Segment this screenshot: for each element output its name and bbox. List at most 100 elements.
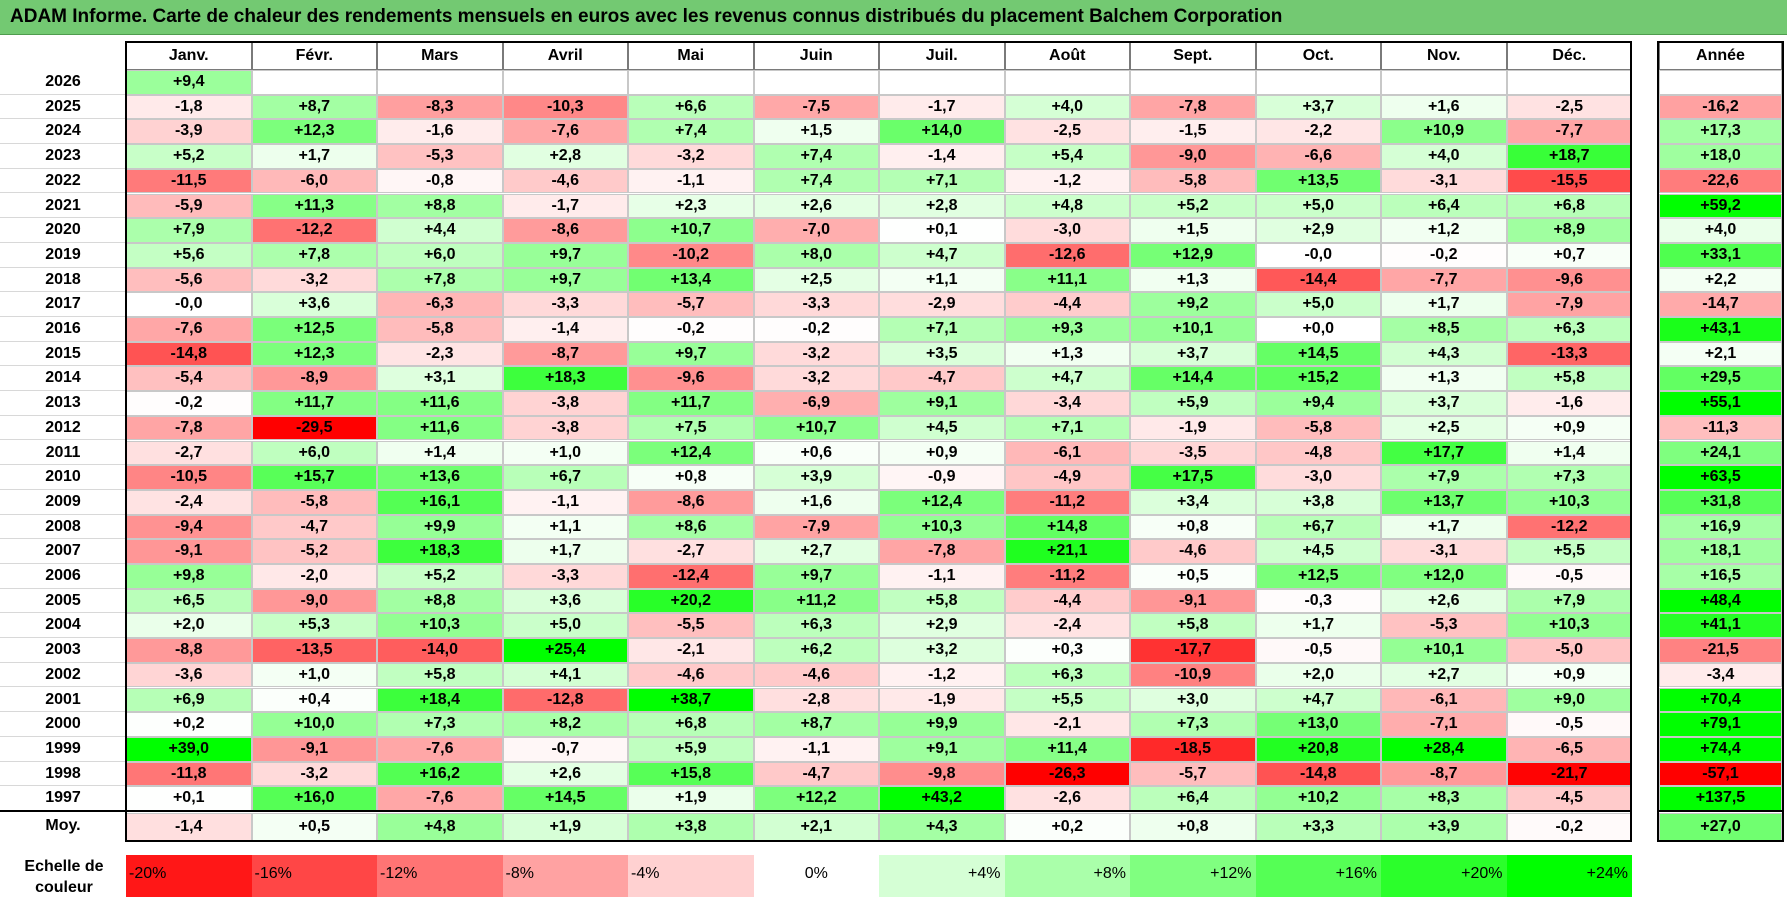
month-header: Oct. (1255, 42, 1381, 70)
heatmap-cell: +5,3 (251, 613, 377, 639)
heatmap-cell: +14,4 (1130, 366, 1256, 392)
heatmap-cell: +12,3 (251, 119, 377, 145)
heatmap-cell: -29,5 (251, 415, 377, 441)
heatmap-cell: +12,9 (1130, 242, 1256, 268)
year-label: 2022 (0, 168, 126, 194)
heatmap-cell: -3,2 (251, 267, 377, 293)
heatmap-cell: -7,8 (126, 415, 252, 441)
heatmap-cell: -1,6 (377, 119, 503, 145)
heatmap-cell: -12,2 (1506, 514, 1632, 540)
heatmap-cell: +11,4 (1004, 736, 1130, 762)
heatmap-cell: +7,9 (1506, 588, 1632, 614)
heatmap-cell: +6,4 (1381, 193, 1507, 219)
heatmap-cell: +3,6 (251, 292, 377, 317)
heatmap-cell: +1,5 (1130, 218, 1256, 243)
month-header: Janv. (126, 42, 252, 70)
heatmap-cell: +3,7 (1130, 341, 1256, 367)
heatmap-cell: +4,7 (1255, 687, 1381, 713)
heatmap-cell: -10,2 (628, 242, 754, 268)
heatmap-cell: -3,1 (1381, 168, 1507, 194)
heatmap-cell: +11,3 (251, 193, 377, 219)
color-scale-swatch: -12% (377, 855, 503, 897)
heatmap-cell: +43,2 (879, 786, 1005, 811)
heatmap-cell: -4,9 (1004, 465, 1130, 490)
heatmap-cell: -13,5 (251, 638, 377, 663)
heatmap-cell: -1,4 (502, 317, 628, 342)
heatmap-cell: -2,6 (1004, 786, 1130, 811)
heatmap-cell: -9,0 (1130, 144, 1256, 169)
heatmap-cell: -3,3 (502, 292, 628, 317)
year-label: 2004 (0, 613, 126, 639)
average-cell: +4,8 (377, 813, 503, 841)
heatmap-cell: -5,7 (628, 292, 754, 317)
heatmap-cell: +21,1 (1004, 539, 1130, 564)
heatmap-cell: +9,3 (1004, 317, 1130, 342)
heatmap-cell: +10,9 (1381, 119, 1507, 145)
heatmap-cell: +1,7 (1381, 514, 1507, 540)
heatmap-cell: -11,2 (1004, 564, 1130, 589)
annual-cell (1659, 70, 1782, 95)
heatmap-cell: -3,6 (126, 662, 252, 688)
average-cell: -1,4 (126, 813, 252, 841)
heatmap-cell: +3,9 (753, 465, 879, 490)
heatmap-cell: +18,3 (502, 366, 628, 392)
heatmap-cell: -2,7 (126, 440, 252, 466)
heatmap-cell: +10,1 (1130, 317, 1256, 342)
heatmap-cell: +14,0 (879, 119, 1005, 145)
heatmap-cell: -1,8 (126, 94, 252, 120)
heatmap-cell: +12,0 (1381, 564, 1507, 589)
heatmap-cell: +1,7 (502, 539, 628, 564)
heatmap-cell: -1,5 (1130, 119, 1256, 145)
color-scale-label: Echelle de couleur (24, 858, 104, 896)
heatmap-cell: -6,6 (1255, 144, 1381, 169)
heatmap-cell: +6,3 (753, 613, 879, 639)
heatmap-cell: +7,5 (628, 415, 754, 441)
heatmap-cell: -7,6 (502, 119, 628, 145)
heatmap-cell: -5,9 (126, 193, 252, 219)
average-cell: -0,2 (1506, 813, 1632, 841)
annual-cell: +2,2 (1659, 267, 1782, 293)
heatmap-cell: +7,4 (753, 168, 879, 194)
annual-cell: +70,4 (1659, 687, 1782, 713)
heatmap-cell: +2,0 (1255, 662, 1381, 688)
heatmap-cell: +9,2 (1130, 292, 1256, 317)
heatmap-cell: -8,9 (251, 366, 377, 392)
heatmap-cell: +15,2 (1255, 366, 1381, 392)
heatmap-cell: -9,6 (628, 366, 754, 392)
heatmap-cell: -6,1 (1004, 440, 1130, 466)
heatmap-cell: +2,5 (1381, 415, 1507, 441)
heatmap-cell: -8,7 (502, 341, 628, 367)
average-cell: +0,5 (251, 813, 377, 841)
heatmap-cell: -0,7 (502, 736, 628, 762)
heatmap-cell: +3,4 (1130, 489, 1256, 515)
heatmap-cell: -2,2 (1255, 119, 1381, 145)
average-separator (0, 810, 1632, 812)
heatmap-cell: +5,8 (1506, 366, 1632, 392)
heatmap-cell: +10,3 (377, 613, 503, 639)
heatmap-cell: +9,7 (628, 341, 754, 367)
heatmap-cell: +2,9 (879, 613, 1005, 639)
heatmap-cell: +2,6 (1381, 588, 1507, 614)
heatmap-cell: +9,7 (502, 267, 628, 293)
heatmap-cell: -0,2 (1381, 242, 1507, 268)
heatmap-cell: -7,7 (1381, 267, 1507, 293)
month-header: Juil. (879, 42, 1005, 70)
heatmap-cell: -3,2 (628, 144, 754, 169)
heatmap-cell: -9,1 (1130, 588, 1256, 614)
heatmap-cell: -9,1 (251, 736, 377, 762)
heatmap-cell: +6,5 (126, 588, 252, 614)
heatmap-cell: -1,7 (502, 193, 628, 219)
heatmap-cell: +6,0 (377, 242, 503, 268)
heatmap-cell: +0,1 (879, 218, 1005, 243)
heatmap-cell: +4,0 (1381, 144, 1507, 169)
heatmap-cell: +10,1 (1381, 638, 1507, 663)
heatmap-cell: -7,9 (753, 514, 879, 540)
heatmap-cell: -1,1 (753, 736, 879, 762)
color-scale-swatch: +20% (1381, 855, 1507, 897)
heatmap-cell: -5,3 (377, 144, 503, 169)
heatmap-cell: +25,4 (502, 638, 628, 663)
average-cell: +0,8 (1130, 813, 1256, 841)
heatmap-cell: -18,5 (1130, 736, 1256, 762)
heatmap-cell: +5,5 (1004, 687, 1130, 713)
heatmap-cell: -7,0 (753, 218, 879, 243)
